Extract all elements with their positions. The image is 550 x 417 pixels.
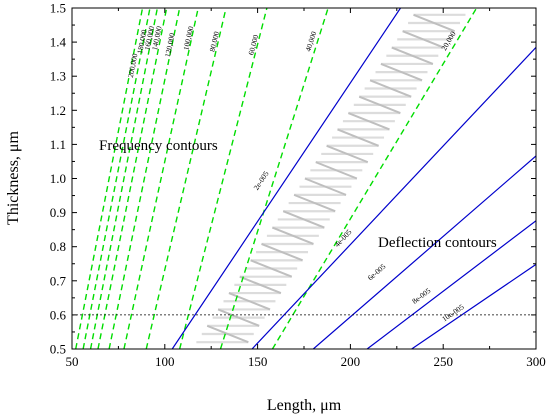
deflection-contour-label: 2e-005 (252, 169, 271, 192)
y-tick-label: 0.6 (50, 307, 67, 322)
y-tick-label: 0.8 (50, 239, 66, 254)
y-tick-label: 1.1 (50, 137, 66, 152)
deflection-contour-label: 8e-005 (410, 286, 432, 306)
frequency-contour-label: 120,000 (163, 32, 177, 58)
y-tick-label: 1.4 (50, 35, 67, 50)
y-tick-label: 0.7 (50, 273, 67, 288)
deflection-contours (171, 8, 536, 349)
plot-frame (71, 7, 537, 350)
frequency-contour-line (145, 8, 227, 349)
x-tick-label: 100 (155, 354, 175, 369)
frequency-contours (75, 8, 478, 349)
deflection-contour-line (171, 8, 402, 349)
y-tick-label: 0.9 (50, 205, 66, 220)
frequency-contour-label: 80,000 (208, 30, 222, 52)
y-tick-label: 1.0 (50, 171, 66, 186)
frequency-contour-line (178, 8, 268, 349)
frequency-contour-label: 20,000 (439, 29, 457, 52)
frequency-contour-label: 200,000 (126, 52, 140, 78)
frequency-contour-line (97, 8, 168, 349)
deflection-contour-line (366, 220, 536, 349)
feasible-region (196, 13, 466, 344)
deflection-contour-line (312, 155, 536, 349)
frequency-contour-line (89, 8, 159, 349)
frequency-contour-line (123, 8, 199, 349)
frequency-contour-label: 100,000 (181, 25, 195, 51)
frequency-contour-label: 40,000 (304, 30, 319, 53)
deflection-contour-line (251, 46, 536, 349)
deflection-contour-line (411, 263, 536, 349)
x-tick-label: 300 (526, 354, 546, 369)
frequency-contour-label: 60,000 (246, 34, 260, 56)
y-tick-label: 1.3 (50, 69, 66, 84)
y-tick-label: 0.5 (50, 342, 66, 357)
frequency-contour-line (75, 8, 144, 349)
x-tick-label: 50 (66, 354, 79, 369)
x-axis-label: Length, μm (267, 397, 342, 414)
axis-ticks: 50 100 150 200 250 300 0.5 0.6 0.7 0.8 0.9 1.0 1.1 1.… (50, 1, 546, 370)
frequency-contour-line (271, 8, 478, 349)
x-tick-label: 150 (248, 354, 268, 369)
y-tick-label: 1.5 (50, 1, 66, 16)
y-axis-label: Thickness, μm (5, 131, 22, 225)
y-tick-label: 1.2 (50, 103, 66, 118)
frequency-annotation: Frequency contours (99, 138, 218, 154)
deflection-contour-label: 6e-005 (366, 262, 388, 283)
x-tick-label: 250 (433, 354, 453, 369)
frequency-contour-line (108, 8, 181, 349)
x-tick-label: 200 (341, 354, 361, 369)
frequency-contour-line (82, 8, 151, 349)
deflection-annotation: Deflection contours (378, 235, 497, 251)
deflection-contour-label: 4e-005 (333, 227, 354, 249)
